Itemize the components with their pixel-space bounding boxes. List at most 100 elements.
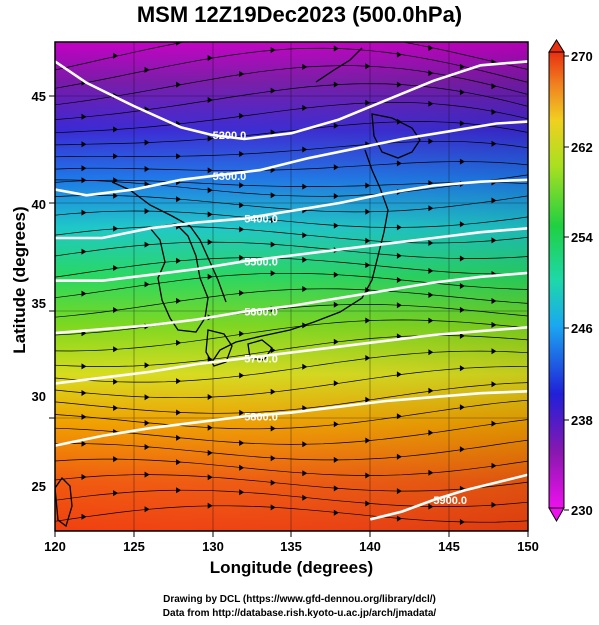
wind-arrow (459, 158, 465, 165)
wind-arrow (239, 440, 245, 446)
wind-arrow (428, 70, 434, 77)
coastlines (55, 47, 421, 528)
wind-arrow (302, 405, 308, 412)
wind-arrow (333, 81, 339, 88)
wind-arrow (270, 192, 276, 199)
wind-arrow (396, 515, 402, 522)
wind-arrow (207, 211, 213, 218)
wind-arrow (302, 104, 308, 111)
wind-arrow (302, 286, 308, 292)
y-tick-label: 45 (32, 89, 46, 104)
y-axis: 25 30 35 40 45 (32, 89, 55, 494)
wind-arrow (207, 135, 213, 142)
wind-arrow (239, 71, 245, 77)
contour-label: 5800.0 (244, 412, 278, 424)
wind-arrow (396, 302, 402, 309)
wind-arrow (113, 126, 119, 133)
wind-arrow (333, 271, 339, 278)
wind-arrow (459, 63, 465, 70)
wind-arrow (428, 100, 434, 107)
wind-arrow (176, 42, 182, 46)
wind-arrow (144, 139, 150, 146)
temperature-field (55, 42, 528, 531)
wind-arrow (144, 394, 150, 401)
wind-arrow (459, 332, 465, 339)
wind-arrow (144, 241, 150, 248)
wind-arrow (459, 306, 465, 313)
wind-arrow (113, 177, 119, 184)
credit-data: Data from http://database.rish.kyoto-u.a… (162, 608, 437, 619)
wind-arrow (459, 446, 465, 453)
contour-label: 5600.0 (244, 307, 278, 319)
wind-arrow (81, 440, 87, 447)
wind-arrow (207, 167, 213, 174)
wind-arrow (81, 474, 87, 480)
wind-arrow (207, 273, 213, 280)
wind-arrow (207, 502, 213, 509)
colorbar-bottom-triangle (548, 507, 565, 523)
wind-arrow (365, 237, 371, 244)
wind-arrow (491, 501, 497, 508)
wind-arrow (365, 396, 371, 403)
wind-arrow (491, 348, 497, 355)
wind-arrow (459, 221, 465, 228)
wind-arrow (81, 363, 87, 370)
contour-label: 5700.0 (244, 353, 278, 365)
colorbar-tick-label: 238 (571, 413, 593, 428)
y-tick-label: 40 (32, 197, 46, 212)
wind-arrow (428, 387, 434, 394)
wind-arrow (270, 270, 276, 277)
x-axis-label: Longitude (degrees) (209, 558, 374, 577)
wind-arrow (396, 488, 402, 495)
x-tick-label: 140 (359, 539, 381, 554)
wind-arrow (333, 122, 339, 129)
wind-arrow (396, 252, 402, 259)
colorbar-tick-label: 230 (571, 503, 593, 518)
chart-title: MSM 12Z19Dec2023 (500.0hPa) (136, 2, 463, 27)
wind-arrow (491, 381, 497, 388)
wind-arrow (113, 346, 119, 353)
x-tick-label: 135 (280, 539, 302, 554)
wind-arrow (144, 471, 150, 478)
wind-arrow (176, 153, 182, 160)
wind-arrow (81, 413, 87, 420)
wind-arrow (333, 456, 339, 463)
wind-arrow (459, 120, 465, 127)
wind-arrow (333, 45, 339, 52)
contour-label: 5300.0 (213, 171, 247, 183)
wind-arrow (365, 182, 371, 189)
colorbar-tick-label: 254 (571, 230, 593, 245)
wind-arrow (428, 205, 434, 212)
wind-arrow (81, 290, 87, 297)
wind-arrow (207, 394, 213, 400)
wind-arrow (144, 208, 150, 215)
wind-arrow (239, 226, 245, 233)
wind-arrow (270, 504, 276, 511)
wind-arrow (365, 99, 371, 106)
y-axis-label: Latitude (degrees) (10, 206, 29, 354)
y-tick-label: 25 (32, 479, 46, 494)
wind-arrow (144, 281, 150, 288)
wind-arrow (302, 232, 308, 239)
wind-arrow (459, 404, 465, 411)
colorbar: 270 262 254 246 238 230 (548, 39, 593, 523)
contour-label: 5900.0 (433, 495, 467, 507)
wind-arrow (333, 509, 339, 516)
wind-arrow (333, 485, 339, 492)
wind-arrow (333, 301, 339, 308)
wind-arrow (396, 277, 402, 283)
contour-line (55, 227, 528, 283)
wind-arrow (113, 307, 119, 313)
wind-arrow (176, 196, 182, 203)
wind-arrow (113, 192, 119, 199)
wind-arrow (302, 146, 308, 153)
contour-line (55, 390, 528, 447)
wind-arrow (176, 459, 182, 466)
wind-arrow (270, 217, 276, 224)
wind-arrow (459, 89, 465, 96)
wind-arrow (396, 371, 402, 378)
wind-arrow (365, 63, 371, 70)
wind-arrow (396, 81, 402, 88)
wind-arrow (302, 441, 308, 448)
wind-arrow (270, 479, 276, 486)
